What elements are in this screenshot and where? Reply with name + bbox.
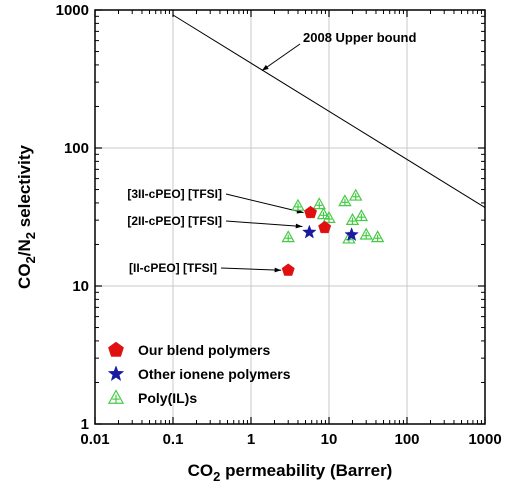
annotation-3ii-cpeo: [3II-cPEO] [TFSI] bbox=[127, 187, 222, 201]
x-axis-label: CO2 permeability (Barrer) bbox=[188, 461, 393, 484]
data-point-triangle-plus bbox=[356, 210, 367, 220]
data-point-triangle-plus bbox=[372, 231, 383, 241]
arrow-head bbox=[275, 268, 282, 273]
annotation-arrow bbox=[226, 221, 302, 228]
annotation-ii-cpeo: [II-cPEO] [TFSI] bbox=[129, 261, 217, 275]
data-point-triangle-plus bbox=[292, 200, 303, 210]
legend-marker-triangle bbox=[109, 391, 123, 404]
annotation-2ii-cpeo: [2II-cPEO] [TFSI] bbox=[127, 214, 222, 228]
legend-marker-star bbox=[108, 366, 123, 380]
y-tick-label: 10 bbox=[72, 278, 89, 295]
x-tick-label: 100 bbox=[394, 431, 419, 448]
arrow-shaft bbox=[262, 44, 300, 71]
legend-label-ionene: Other ionene polymers bbox=[138, 366, 291, 382]
upper-bound-label: 2008 Upper bound bbox=[303, 30, 416, 45]
x-tick-label: 1 bbox=[247, 431, 255, 448]
data-point-triangle-plus bbox=[339, 195, 350, 205]
data-point-triangle-plus bbox=[318, 208, 329, 218]
data-point-triangle-plus bbox=[361, 229, 372, 239]
legend-glyph bbox=[109, 391, 123, 404]
y-tick-label: 1 bbox=[81, 416, 89, 433]
upper-bound-arrow bbox=[262, 44, 300, 71]
legend-glyph bbox=[108, 366, 123, 380]
data-points bbox=[282, 190, 383, 276]
y-tick-label: 100 bbox=[64, 140, 89, 157]
data-point-triangle-plus bbox=[350, 190, 361, 200]
x-tick-label: 1000 bbox=[468, 431, 501, 448]
x-tick-label: 10 bbox=[321, 431, 338, 448]
x-tick-label: 0.01 bbox=[80, 431, 109, 448]
data-point-triangle-plus bbox=[283, 231, 294, 241]
x-tick-label: 0.1 bbox=[163, 431, 184, 448]
data-point-triangle-plus bbox=[314, 198, 325, 208]
data-point-pentagon bbox=[282, 264, 294, 276]
annotation-arrows bbox=[221, 194, 304, 272]
legend-label-blend: Our blend polymers bbox=[138, 342, 270, 358]
y-axis-label: CO2/N2 selectivity bbox=[15, 145, 38, 289]
data-point-pentagon bbox=[304, 206, 316, 218]
legend-marker-pentagon bbox=[108, 342, 123, 356]
data-point-star bbox=[303, 225, 316, 238]
legend-label-polyil: Poly(IL)s bbox=[138, 390, 197, 406]
legend-glyph bbox=[108, 342, 123, 356]
y-tick-label: 1000 bbox=[56, 2, 89, 19]
arrow-head bbox=[262, 65, 269, 71]
legend: Our blend polymers Other ionene polymers… bbox=[108, 342, 290, 406]
arrow-shaft bbox=[226, 221, 302, 226]
